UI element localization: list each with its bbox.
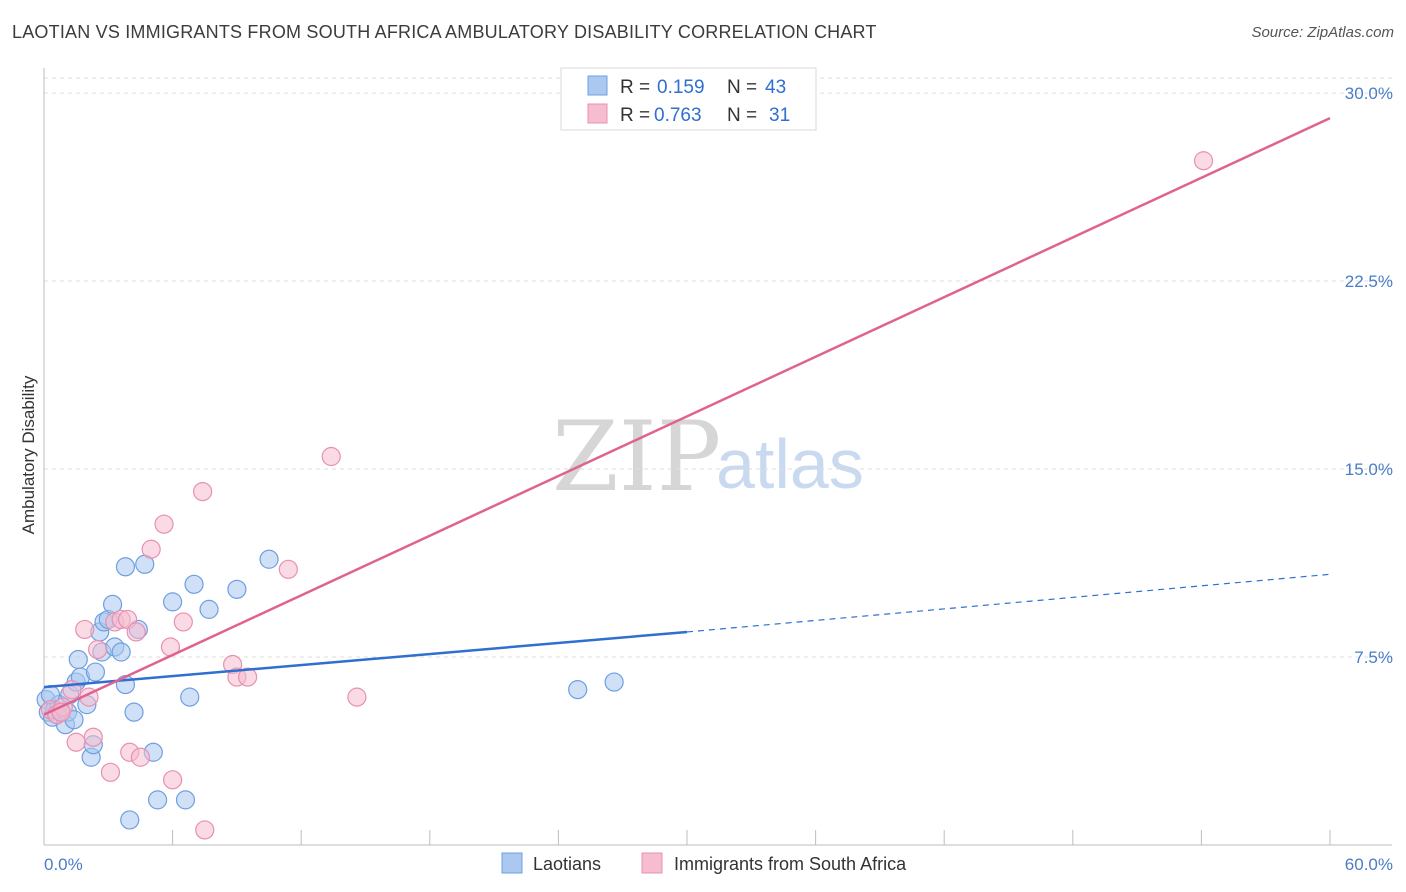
south-africa-point-5	[75, 619, 95, 640]
series-legend-label-south-africa: Immigrants from South Africa	[674, 854, 907, 874]
laotians-point-25	[115, 674, 136, 695]
south-africa-point-19	[163, 770, 183, 790]
legend-n-value-pink: 31	[769, 105, 790, 126]
legend-r-value-blue: 0.159	[657, 77, 705, 98]
south-africa-point-4	[66, 732, 86, 752]
axis-ticks: 7.5% 15.0% 22.5% 30.0% 0.0% 60.0%	[44, 84, 1393, 874]
trend-lines	[43, 116, 1331, 716]
y-tick-label-0: 7.5%	[1354, 648, 1393, 667]
laotians-point-28	[124, 702, 144, 722]
series-legend-label-laotians: Laotians	[533, 854, 601, 874]
y-tick-label-1: 15.0%	[1345, 460, 1393, 479]
laotians-point-40	[568, 679, 588, 700]
y-tick-label-3: 30.0%	[1345, 84, 1393, 103]
south-africa-point-22	[195, 820, 215, 840]
y-tick-label-2: 22.5%	[1345, 272, 1393, 291]
laotians-point-39	[259, 549, 279, 569]
south-africa-point-16	[141, 539, 161, 559]
series-legend-swatch-laotians	[501, 852, 523, 874]
laotians-point-38	[227, 579, 247, 599]
laotians-point-34	[175, 790, 196, 810]
watermark-atlas: atlas	[716, 425, 864, 503]
legend-swatch-pink	[587, 103, 608, 124]
legend-r-label-pink: R =	[620, 105, 650, 126]
laotians-point-41	[604, 672, 624, 692]
laotians-trend-extension	[686, 573, 1331, 633]
legend-r-label-blue: R =	[620, 77, 650, 98]
legend-r-value-pink: 0.763	[654, 105, 702, 126]
y-axis-label: Ambulatory Disability	[19, 375, 38, 534]
x-tick-label-1: 60.0%	[1345, 855, 1393, 874]
legend-n-value-blue: 43	[765, 77, 786, 98]
south-africa-point-25	[238, 667, 258, 687]
south-africa-point-7	[83, 727, 103, 747]
laotians-point-17	[85, 662, 106, 682]
south-africa-point-28	[347, 687, 367, 707]
south-africa-point-15	[130, 747, 151, 767]
laotians-point-12	[68, 649, 88, 670]
laotians-points	[36, 549, 624, 830]
south-africa-point-9	[100, 762, 121, 782]
south-africa-trend-line	[43, 116, 1331, 716]
gridlines	[44, 77, 1392, 658]
series-legend-swatch-south-africa	[641, 852, 663, 874]
laotians-trend-line	[43, 630, 688, 689]
laotians-point-32	[147, 790, 168, 810]
south-africa-point-21	[193, 481, 213, 502]
laotians-point-24	[111, 642, 131, 662]
laotians-point-36	[184, 574, 204, 594]
south-africa-point-20	[173, 612, 193, 632]
series-legend: Laotians Immigrants from South Africa	[501, 852, 907, 874]
laotians-point-27	[120, 810, 140, 830]
legend-n-label-blue: N =	[727, 77, 757, 98]
south-africa-point-17	[154, 514, 174, 534]
south-africa-point-26	[278, 559, 298, 579]
south-africa-point-8	[87, 639, 108, 660]
laotians-point-37	[199, 599, 219, 619]
laotians-point-33	[163, 592, 183, 612]
laotians-point-26	[115, 557, 136, 577]
watermark-zip: ZIP	[552, 401, 721, 513]
stats-legend: R = 0.159 N = 43 R = 0.763 N = 31	[560, 67, 817, 131]
chart-title: LAOTIAN VS IMMIGRANTS FROM SOUTH AFRICA …	[12, 22, 877, 42]
legend-n-label-pink: N =	[727, 105, 757, 126]
source-label: Source: ZipAtlas.com	[1251, 24, 1394, 41]
laotians-point-35	[180, 687, 200, 707]
south-africa-point-27	[321, 446, 341, 467]
south-africa-points	[40, 151, 1214, 840]
south-africa-point-14	[126, 622, 146, 642]
south-africa-point-29	[1193, 151, 1214, 171]
legend-swatch-blue	[587, 75, 608, 96]
x-tick-label-0: 0.0%	[44, 855, 83, 874]
